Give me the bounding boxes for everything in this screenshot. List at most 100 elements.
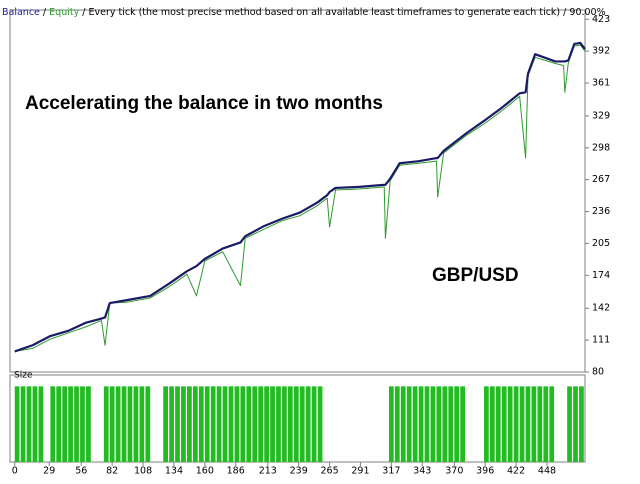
y-tick-label: 423 xyxy=(592,14,610,25)
size-bar xyxy=(311,386,317,462)
size-bar xyxy=(430,386,436,462)
size-bar xyxy=(240,386,246,462)
size-bar xyxy=(287,386,293,462)
size-bar xyxy=(448,386,454,462)
annotation: Accelerating the balance in two months xyxy=(25,93,383,114)
size-bar xyxy=(115,386,121,462)
size-bar xyxy=(299,386,305,462)
size-bar xyxy=(234,386,240,462)
size-bar xyxy=(525,386,531,462)
size-bar xyxy=(270,386,275,462)
size-bar xyxy=(394,386,400,462)
size-bar xyxy=(424,386,430,462)
size-bar xyxy=(68,386,73,462)
y-tick-label: 298 xyxy=(592,142,610,153)
size-bar xyxy=(175,386,180,462)
size-bar xyxy=(519,386,525,462)
size-bar xyxy=(549,386,555,462)
x-tick-label: 317 xyxy=(382,466,400,477)
size-bar xyxy=(264,386,269,462)
y-tick-label: 236 xyxy=(592,206,610,217)
size-bar xyxy=(62,386,68,462)
size-bar xyxy=(282,386,287,462)
size-bar xyxy=(169,386,174,462)
quality: 90.00% xyxy=(569,7,605,18)
size-bar xyxy=(74,386,79,462)
balance-line xyxy=(14,41,586,353)
x-tick-label: 56 xyxy=(75,466,87,477)
size-bar xyxy=(228,386,234,462)
size-bar xyxy=(246,386,252,462)
x-tick-label: 265 xyxy=(321,466,339,477)
y-tick-label: 142 xyxy=(592,303,610,314)
size-bar xyxy=(513,386,519,462)
size-bar xyxy=(198,386,204,462)
size-bar xyxy=(181,386,186,462)
size-bar xyxy=(121,386,127,462)
size-bar xyxy=(127,386,133,462)
size-bar xyxy=(442,386,448,462)
x-tick-label: 343 xyxy=(413,466,431,477)
y-tick-label: 392 xyxy=(592,46,610,57)
y-tick-label: 329 xyxy=(592,110,610,121)
size-bar xyxy=(86,386,91,462)
size-bar xyxy=(460,386,465,462)
size-bar xyxy=(484,386,489,462)
y-tick-label: 205 xyxy=(592,238,610,249)
x-tick-label: 0 xyxy=(12,466,18,477)
x-tick-label: 448 xyxy=(538,466,556,477)
size-bar xyxy=(56,386,62,462)
size-bar xyxy=(258,386,264,462)
size-bar xyxy=(216,386,222,462)
annotation: GBP/USD xyxy=(432,265,519,286)
size-bar xyxy=(192,386,198,462)
size-bar xyxy=(388,386,394,462)
x-tick-label: 370 xyxy=(445,466,463,477)
size-bar xyxy=(139,386,145,462)
x-tick-label: 134 xyxy=(165,466,183,477)
size-bar xyxy=(400,386,406,462)
size-bar xyxy=(20,386,26,462)
x-tick-label: 29 xyxy=(43,466,55,477)
size-bar xyxy=(38,386,44,462)
size-bar xyxy=(305,386,311,462)
size-bar xyxy=(80,386,85,462)
size-bar xyxy=(501,386,507,462)
separator: / xyxy=(563,7,567,18)
size-bar xyxy=(204,386,210,462)
size-bar xyxy=(187,386,192,462)
x-tick-label: 213 xyxy=(259,466,277,477)
y-tick-label: 361 xyxy=(592,78,610,89)
size-bar xyxy=(412,386,418,462)
size-bar xyxy=(579,386,584,462)
x-tick-label: 186 xyxy=(227,466,245,477)
size-bar xyxy=(145,386,151,462)
x-tick-label: 422 xyxy=(507,466,525,477)
subtitle: Every tick (the most precise method base… xyxy=(88,7,560,18)
size-bar xyxy=(14,386,20,462)
size-bar xyxy=(567,386,572,462)
size-bar xyxy=(109,386,115,462)
x-tick-label: 396 xyxy=(476,466,494,477)
legend-balance: Balance xyxy=(2,7,40,18)
size-bar xyxy=(252,386,258,462)
separator: / xyxy=(43,7,47,18)
size-bar xyxy=(26,386,32,462)
size-bar xyxy=(406,386,412,462)
size-bar xyxy=(418,386,424,462)
y-tick-label: 267 xyxy=(592,174,610,185)
x-tick-label: 291 xyxy=(351,466,369,477)
x-tick-label: 108 xyxy=(134,466,152,477)
size-bar xyxy=(163,386,168,462)
y-tick-label: 111 xyxy=(592,335,610,346)
size-bar xyxy=(103,386,109,462)
x-tick-label: 239 xyxy=(290,466,308,477)
y-tick-label: 174 xyxy=(592,270,610,281)
size-bar xyxy=(531,386,537,462)
header: Balance / Equity / Every tick (the most … xyxy=(2,7,606,18)
size-bar xyxy=(543,386,549,462)
size-bar xyxy=(50,386,56,462)
size-title: Size xyxy=(14,371,33,381)
